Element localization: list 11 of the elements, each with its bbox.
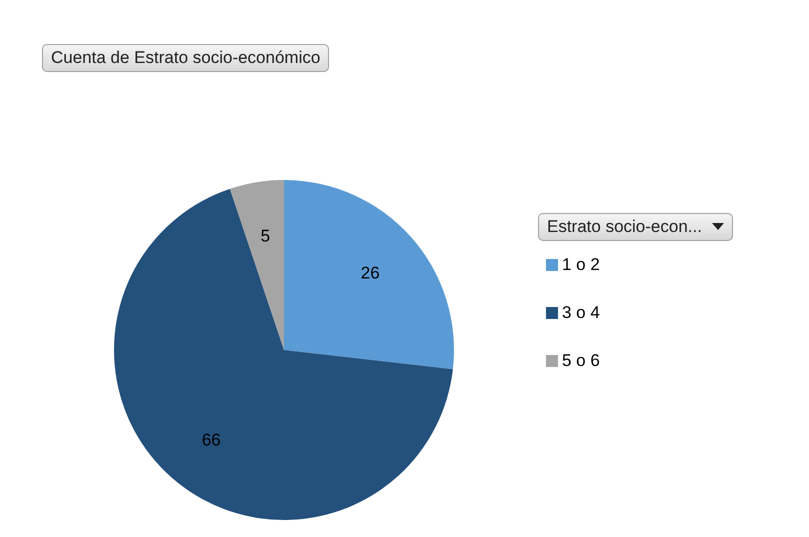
data-label: 5 — [260, 226, 270, 246]
data-label: 66 — [202, 430, 221, 450]
pie-slice — [114, 188, 453, 520]
legend-label: 1 o 2 — [562, 255, 600, 275]
data-label: 26 — [360, 264, 380, 283]
chart-title: Cuenta de Estrato socio-económico — [42, 44, 330, 72]
legend-title: Estrato socio-econ... — [547, 217, 702, 237]
legend-label: 3 o 4 — [562, 303, 600, 323]
pie-slice — [284, 180, 454, 370]
pie-slice — [230, 180, 284, 350]
legend-label: 5 o 6 — [562, 351, 600, 371]
